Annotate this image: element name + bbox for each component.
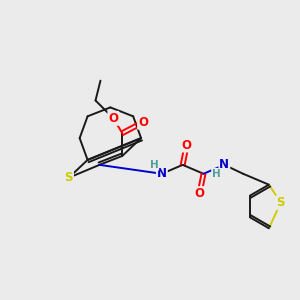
Text: O: O bbox=[138, 116, 148, 129]
Text: O: O bbox=[194, 187, 205, 200]
Text: O: O bbox=[108, 112, 118, 125]
Text: S: S bbox=[277, 196, 285, 209]
Text: H: H bbox=[212, 169, 221, 179]
Text: O: O bbox=[182, 139, 192, 152]
Text: N: N bbox=[219, 158, 229, 171]
Text: H: H bbox=[150, 160, 158, 170]
Text: S: S bbox=[64, 171, 73, 184]
Text: N: N bbox=[157, 167, 167, 180]
